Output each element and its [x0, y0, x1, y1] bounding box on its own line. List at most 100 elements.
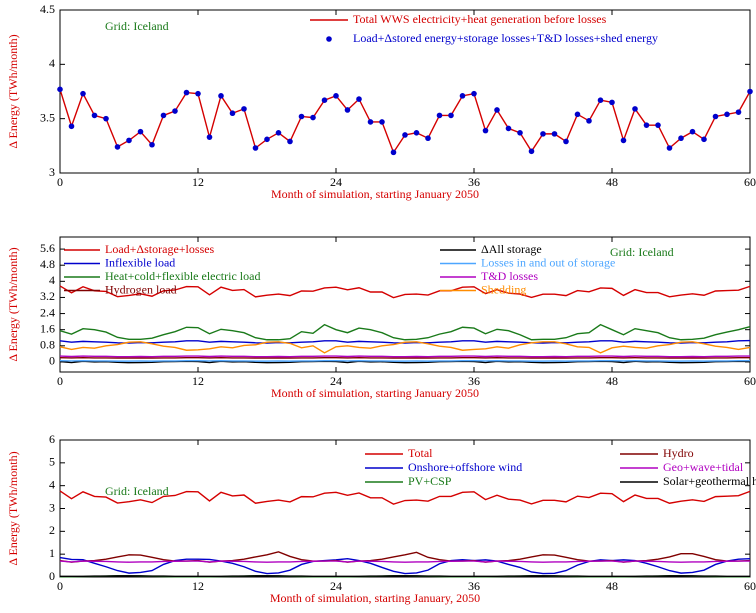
- data-point: [390, 149, 397, 156]
- data-point: [126, 137, 132, 144]
- data-point: [321, 97, 328, 103]
- data-point: [528, 148, 535, 155]
- series-line: [59, 355, 750, 358]
- data-point: [149, 141, 155, 148]
- y-tick-label: 0.8: [40, 338, 55, 352]
- y-tick-label: 3.5: [40, 110, 55, 124]
- x-tick-label: 36: [468, 579, 480, 593]
- data-point: [80, 90, 86, 97]
- legend-symbol: [326, 36, 332, 42]
- legend-label: Geo+wave+tidal: [663, 460, 744, 474]
- data-point: [482, 127, 489, 134]
- data-point: [103, 115, 109, 122]
- x-tick-label: 0: [57, 579, 63, 593]
- x-tick-label: 36: [468, 374, 480, 388]
- y-axis-label: Δ Energy (TWh/month): [6, 451, 20, 565]
- y-tick-label: 4.8: [40, 257, 55, 271]
- data-point: [333, 93, 339, 99]
- legend-label: Inflexible load: [105, 255, 175, 269]
- legend-label: T&D losses: [481, 269, 538, 283]
- data-point: [229, 110, 236, 117]
- data-point: [172, 108, 178, 114]
- plot-frame: [59, 439, 751, 578]
- legend-label: Shedding: [481, 282, 526, 296]
- data-point: [655, 122, 661, 128]
- data-point: [597, 97, 604, 103]
- data-point: [68, 123, 75, 130]
- x-tick-label: 60: [744, 374, 756, 388]
- data-point: [609, 99, 615, 106]
- data-point: [724, 111, 730, 118]
- data-point: [275, 129, 282, 136]
- data-point: [643, 122, 650, 128]
- data-point: [551, 131, 558, 137]
- data-point: [586, 118, 592, 124]
- data-point: [678, 135, 684, 142]
- y-tick-label: 6: [49, 432, 55, 446]
- data-point: [379, 119, 385, 125]
- data-point: [344, 107, 351, 113]
- data-point: [218, 93, 224, 99]
- x-tick-label: 12: [192, 374, 204, 388]
- x-tick-label: 24: [330, 374, 342, 388]
- x-tick-label: 60: [744, 175, 756, 189]
- y-tick-label: 4: [49, 56, 55, 70]
- y-tick-label: 0: [49, 569, 55, 583]
- x-tick-label: 0: [57, 374, 63, 388]
- legend-label: Total: [408, 446, 433, 460]
- legend-label: Onshore+offshore wind: [408, 460, 522, 474]
- x-tick-label: 36: [468, 175, 480, 189]
- plot-frame: [59, 236, 751, 373]
- x-axis-label: Month of simulation, starting January 20…: [271, 386, 479, 400]
- data-point: [252, 145, 259, 151]
- series-line: [59, 285, 751, 299]
- x-tick-label: 48: [606, 579, 618, 593]
- data-point: [298, 113, 305, 120]
- x-tick-label: 48: [606, 175, 618, 189]
- legend-label: ΔAll storage: [481, 242, 542, 256]
- data-point: [666, 145, 673, 151]
- legend-label: Heat+cold+flexible electric load: [105, 269, 260, 283]
- legend-label: Losses in and out of storage: [481, 255, 615, 269]
- x-tick-label: 48: [606, 374, 618, 388]
- legend-label: Hydro: [663, 446, 694, 460]
- data-point: [264, 136, 270, 143]
- legend-label: Load+Δstorage+losses: [105, 242, 215, 256]
- data-point: [91, 112, 98, 119]
- y-axis-label: Δ Energy (TWh/month): [6, 34, 20, 148]
- y-tick-label: 0: [49, 354, 55, 368]
- y-tick-label: 3.2: [40, 289, 55, 303]
- data-point: [160, 112, 167, 119]
- data-point: [436, 112, 443, 119]
- y-tick-label: 2.4: [40, 305, 55, 319]
- series-line: [59, 560, 750, 563]
- data-point: [471, 90, 477, 97]
- data-point: [448, 112, 454, 119]
- x-tick-label: 12: [192, 579, 204, 593]
- data-point: [206, 134, 213, 140]
- data-point: [494, 107, 500, 113]
- data-point: [620, 137, 627, 144]
- legend-label: PV+CSP: [408, 474, 452, 488]
- x-tick-label: 12: [192, 175, 204, 189]
- series-line: [59, 323, 751, 341]
- y-tick-label: 3: [49, 165, 55, 179]
- data-point: [517, 129, 523, 136]
- annotation: Grid: Iceland: [105, 484, 169, 498]
- legend-label: Solar+geothermal heat: [663, 474, 756, 488]
- series-line: [59, 341, 751, 354]
- y-tick-label: 4: [49, 477, 55, 491]
- data-point: [632, 106, 638, 112]
- data-point: [459, 93, 466, 99]
- data-point: [701, 136, 707, 143]
- y-tick-label: 4: [49, 273, 55, 287]
- data-point: [367, 119, 374, 125]
- data-point: [195, 90, 201, 97]
- legend-label: Hydrogen load: [105, 282, 177, 296]
- data-point: [735, 109, 742, 115]
- annotation: Grid: Iceland: [610, 245, 674, 259]
- y-tick-label: 5: [49, 455, 55, 469]
- data-point: [712, 113, 719, 120]
- y-tick-label: 1.6: [40, 321, 55, 335]
